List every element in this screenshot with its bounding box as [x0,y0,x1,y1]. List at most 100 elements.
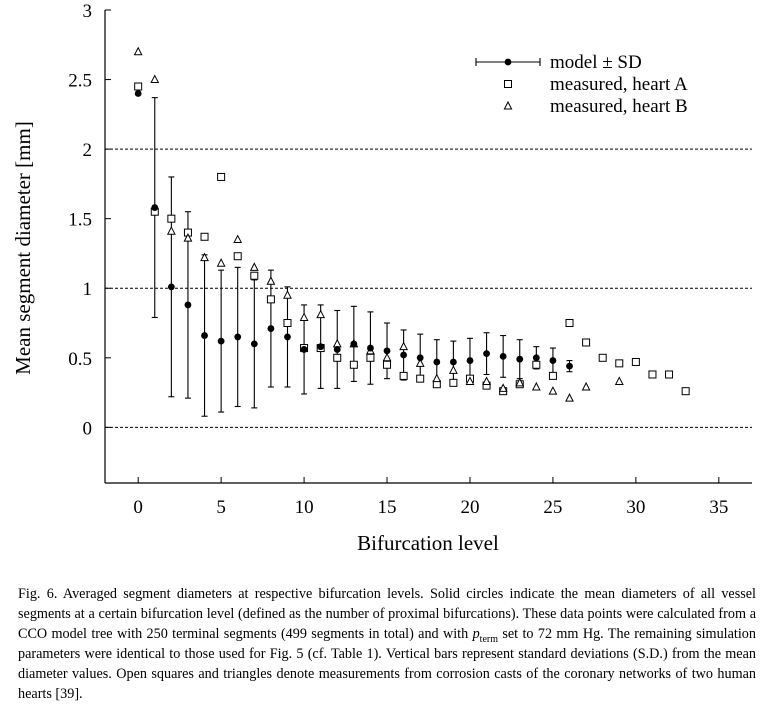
heart-b-point [332,338,342,348]
heart-a-point [615,359,624,368]
model-point [184,301,192,309]
heart-b-point [614,376,624,385]
x-tick-label: 30 [626,497,645,518]
model-point [134,90,142,97]
y-axis-label: Mean segment diameter [mm] [11,121,35,375]
heart-a-point [548,371,557,380]
x-tick-label: 20 [460,497,479,518]
legend-label: measured, heart A [550,74,688,95]
heart-b-point [565,393,574,402]
heart-a-point [366,353,375,362]
heart-b-point [183,233,193,242]
model-point [549,357,557,364]
chart: 0 5 10 15 20 25 30 35 0 0.5 1 1.5 2 2.5 3 Bifurcation … [11,1,752,555]
model-point [466,357,474,364]
model-point [300,346,308,353]
heart-b-point [498,383,508,392]
model-point [201,332,208,339]
x-axis-label: Bifurcation level [357,531,499,555]
heart-a-point [383,360,392,369]
heart-a-point [217,172,226,181]
y-tick-label: 2.5 [68,71,92,92]
figure-caption: Fig. 6. Averaged segment diameters at re… [18,584,756,704]
heart-b-point [150,74,160,84]
heart-a-point [399,371,408,380]
reference-lines [105,148,752,428]
heart-b-point [299,312,309,321]
heart-a-point [681,387,690,396]
model-point [267,325,275,332]
y-tick-label: 0 [83,418,93,439]
heart-a-point [283,319,292,328]
heart-b-point [465,376,475,385]
tick-labels: 0 5 10 15 20 25 30 35 0 0.5 1 1.5 2 2.5 3 [68,1,728,518]
heart-b-point [382,352,392,362]
model-point [532,354,540,362]
heart-a-point [250,271,259,280]
y-tick-label: 0.5 [68,349,92,370]
heart-b-point [548,386,558,395]
heart-b-point [482,376,491,385]
caption-part1: Fig. 6. Averaged segment diameters at re… [18,586,756,642]
heart-b-point [448,365,458,374]
heart-b-point [133,46,143,56]
heart-a-point [532,360,541,369]
y-tick-label: 1.5 [68,210,92,231]
heart-b-point [316,309,326,319]
heart-a-point [565,319,574,328]
model-point [167,283,175,291]
heart-b-point [531,381,541,391]
caption-part2: set to 72 mm Hg. The remaining simulatio… [18,626,756,702]
model-point [566,362,573,370]
x-tick-label: 25 [543,497,562,518]
heart-a-point [233,252,242,261]
heart-b-point [216,258,226,267]
heart-b-point [200,252,209,262]
heart-a-point [665,370,674,379]
model-point [400,351,408,359]
model-point [151,204,159,211]
y-tick-label: 3 [83,1,93,22]
series-heart-a [134,82,690,396]
model-point [350,340,358,348]
model-point [449,358,457,366]
model-point [416,354,424,362]
heart-b-point [432,373,442,383]
heart-b-point [415,358,425,367]
heart-a-point [134,82,143,91]
heart-b-point [166,226,176,235]
heart-a-point [631,357,640,366]
legend-label: model ± SD [550,52,642,73]
heart-a-point [598,353,607,362]
model-point [499,353,507,360]
series-model [134,90,573,370]
x-tick-label: 10 [295,497,314,518]
heart-b-point [581,381,591,391]
legend-label: measured, heart B [550,96,688,117]
caption-p-symbol: p [472,626,480,642]
x-tick-label: 35 [709,497,728,518]
model-point [234,333,242,341]
heart-b-point [233,234,243,244]
heart-a-point [333,353,342,362]
heart-b-point [266,276,276,285]
legend-heart-b-marker [503,100,513,110]
x-tick-label: 5 [216,497,226,518]
model-point [333,346,341,353]
model-point [217,337,225,345]
heart-b-point [515,377,525,387]
heart-b-point [249,262,259,271]
y-tick-label: 2 [83,140,93,161]
heart-a-point [266,295,275,304]
model-point [284,333,291,341]
model-point [383,347,391,355]
caption-p-subscript: term [479,633,498,645]
legend-heart-a-marker [504,80,512,88]
model-point [433,358,441,366]
model-point [516,355,524,363]
model-point [367,344,374,352]
model-point [483,350,490,358]
heart-a-point [167,214,176,223]
heart-a-point [416,374,425,383]
